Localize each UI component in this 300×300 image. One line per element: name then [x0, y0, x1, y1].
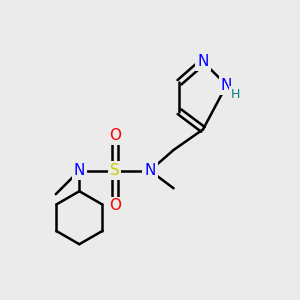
Text: O: O: [109, 128, 121, 143]
Text: H: H: [231, 88, 240, 100]
Text: S: S: [110, 163, 119, 178]
Text: N: N: [221, 78, 232, 93]
Text: N: N: [74, 163, 85, 178]
Text: N: N: [144, 163, 156, 178]
Text: O: O: [109, 198, 121, 213]
Text: N: N: [197, 54, 209, 69]
